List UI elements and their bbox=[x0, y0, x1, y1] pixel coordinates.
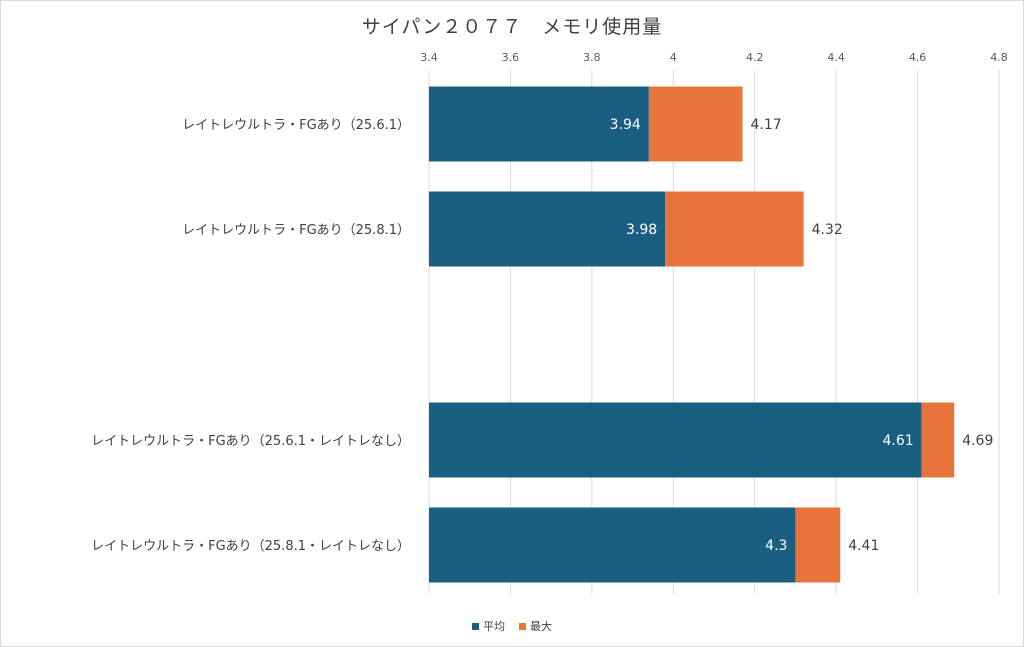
bar-max bbox=[795, 507, 841, 583]
legend-label-max: 最大 bbox=[530, 620, 552, 633]
category-label: レイトレウルトラ・FGあり（25.8.1・レイトレなし） bbox=[91, 539, 410, 554]
x-tick-label: 3.4 bbox=[420, 51, 438, 64]
data-label-average: 4.61 bbox=[882, 433, 913, 449]
category-label: レイトレウルトラ・FGあり（25.8.1） bbox=[182, 223, 410, 238]
category-label: レイトレウルトラ・FGあり（25.6.1） bbox=[182, 118, 410, 133]
bar-average bbox=[429, 86, 649, 162]
bar-average bbox=[429, 507, 796, 583]
bar-max bbox=[665, 191, 804, 267]
legend: 平均 最大 bbox=[0, 618, 1024, 634]
data-label-max: 4.41 bbox=[848, 538, 879, 554]
legend-swatch-average bbox=[472, 622, 479, 630]
data-label-max: 4.32 bbox=[812, 222, 843, 238]
legend-label-average: 平均 bbox=[483, 620, 505, 633]
legend-item-max: 最大 bbox=[519, 618, 552, 634]
x-tick-label: 4.2 bbox=[746, 51, 764, 64]
bar-max bbox=[921, 402, 955, 478]
legend-item-average: 平均 bbox=[472, 618, 505, 634]
legend-swatch-max bbox=[519, 622, 526, 630]
bar-average bbox=[429, 191, 666, 267]
data-label-average: 3.94 bbox=[610, 117, 641, 133]
data-label-max: 4.17 bbox=[751, 117, 782, 133]
data-label-max: 4.69 bbox=[962, 433, 993, 449]
x-tick-label: 3.6 bbox=[502, 51, 520, 64]
chart-title: サイパン２０７７ メモリ使用量 bbox=[361, 16, 663, 38]
x-tick-label: 4.4 bbox=[827, 51, 845, 64]
x-tick-label: 4 bbox=[670, 51, 677, 64]
data-label-average: 3.98 bbox=[626, 222, 657, 238]
x-tick-label: 3.8 bbox=[583, 51, 601, 64]
bar-max bbox=[648, 86, 743, 162]
bar-average bbox=[429, 402, 922, 478]
data-label-average: 4.3 bbox=[765, 538, 787, 554]
x-tick-label: 4.8 bbox=[990, 51, 1008, 64]
x-tick-label: 4.6 bbox=[909, 51, 927, 64]
category-label: レイトレウルトラ・FGあり（25.6.1・レイトレなし） bbox=[91, 434, 410, 449]
